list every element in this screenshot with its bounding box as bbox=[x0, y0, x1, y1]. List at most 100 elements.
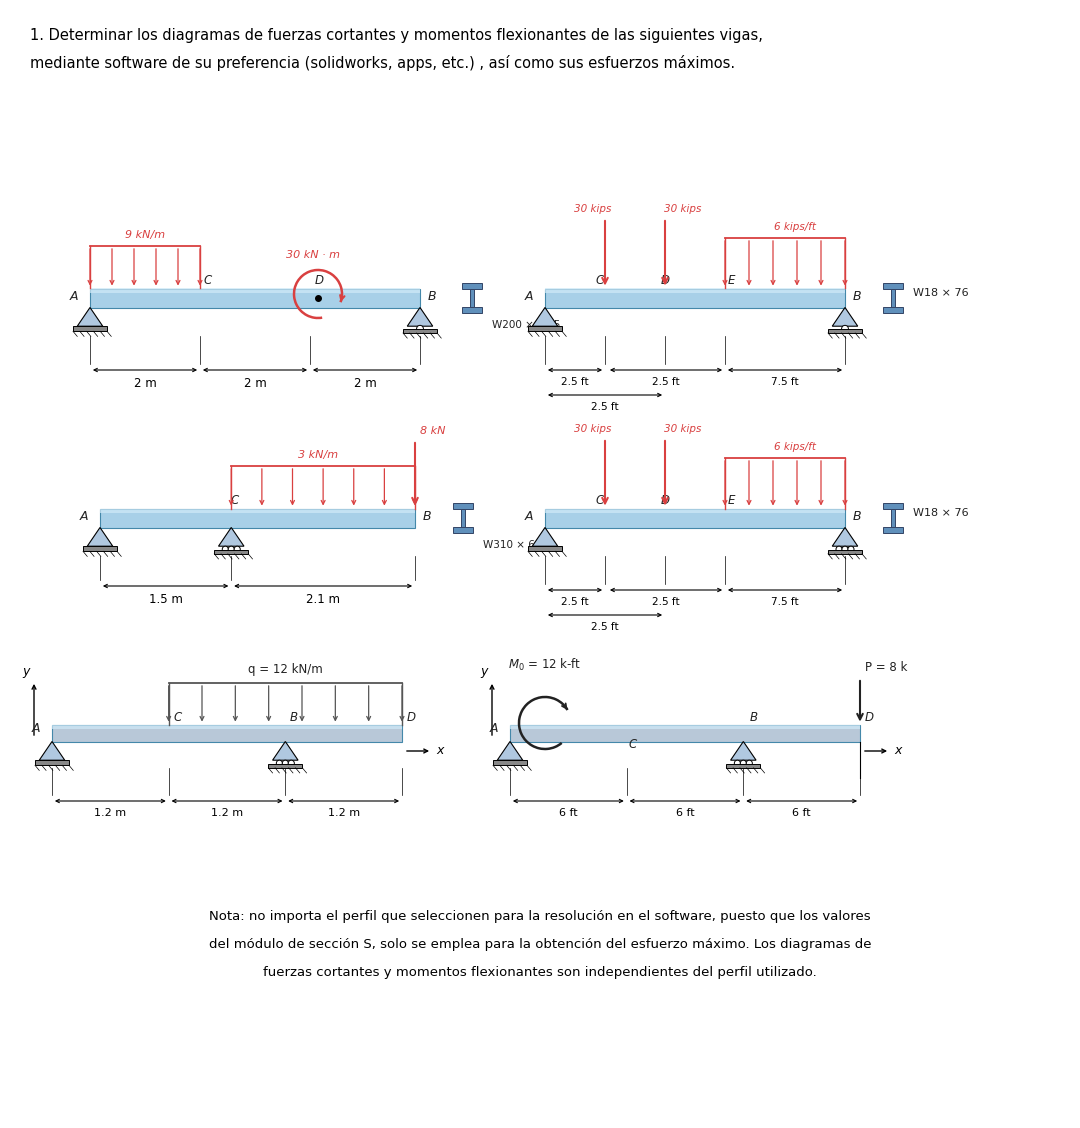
Text: 2.5 ft: 2.5 ft bbox=[652, 377, 679, 387]
Polygon shape bbox=[78, 308, 103, 326]
Text: 7.5 ft: 7.5 ft bbox=[771, 377, 799, 387]
Polygon shape bbox=[407, 308, 433, 326]
Polygon shape bbox=[833, 308, 858, 326]
Polygon shape bbox=[532, 528, 557, 546]
Text: 30 kips: 30 kips bbox=[575, 204, 611, 214]
Polygon shape bbox=[272, 741, 298, 760]
FancyBboxPatch shape bbox=[462, 307, 482, 312]
Text: A: A bbox=[489, 723, 498, 735]
Circle shape bbox=[740, 760, 746, 766]
Circle shape bbox=[222, 546, 228, 553]
Text: $M_0$ = 12 k-ft: $M_0$ = 12 k-ft bbox=[509, 656, 582, 673]
Text: B: B bbox=[289, 711, 297, 724]
Text: E: E bbox=[728, 274, 735, 287]
FancyBboxPatch shape bbox=[883, 283, 903, 289]
FancyBboxPatch shape bbox=[100, 509, 415, 513]
FancyBboxPatch shape bbox=[403, 329, 437, 333]
Text: 2.5 ft: 2.5 ft bbox=[652, 597, 679, 607]
FancyBboxPatch shape bbox=[52, 724, 402, 741]
Text: 2 m: 2 m bbox=[244, 377, 267, 390]
Text: W200 × 22.5: W200 × 22.5 bbox=[492, 320, 561, 331]
Text: A: A bbox=[80, 510, 87, 522]
FancyBboxPatch shape bbox=[73, 326, 107, 332]
Text: y: y bbox=[481, 666, 488, 678]
FancyBboxPatch shape bbox=[528, 546, 562, 552]
FancyBboxPatch shape bbox=[528, 326, 562, 332]
FancyBboxPatch shape bbox=[268, 764, 302, 768]
Text: E: E bbox=[728, 494, 735, 506]
Text: 30 kips: 30 kips bbox=[664, 204, 702, 214]
Polygon shape bbox=[39, 741, 65, 760]
FancyBboxPatch shape bbox=[492, 760, 527, 765]
Text: 1.5 m: 1.5 m bbox=[149, 593, 183, 606]
Circle shape bbox=[417, 325, 423, 332]
Text: 6 kips/ft: 6 kips/ft bbox=[774, 442, 816, 452]
Text: 6 ft: 6 ft bbox=[676, 808, 694, 818]
FancyBboxPatch shape bbox=[545, 509, 845, 528]
FancyBboxPatch shape bbox=[461, 509, 465, 527]
Text: 8 kN: 8 kN bbox=[420, 426, 446, 437]
Text: C: C bbox=[595, 494, 604, 506]
Circle shape bbox=[282, 760, 288, 766]
Text: 2 m: 2 m bbox=[134, 377, 157, 390]
Text: Nota: no importa el perfil que seleccionen para la resolución en el software, pu: Nota: no importa el perfil que seleccion… bbox=[210, 910, 870, 923]
FancyBboxPatch shape bbox=[453, 527, 473, 534]
FancyBboxPatch shape bbox=[462, 283, 482, 289]
FancyBboxPatch shape bbox=[52, 724, 402, 729]
FancyBboxPatch shape bbox=[883, 307, 903, 312]
Text: 2 m: 2 m bbox=[353, 377, 376, 390]
Text: 2.5 ft: 2.5 ft bbox=[562, 377, 589, 387]
FancyBboxPatch shape bbox=[828, 550, 862, 554]
FancyBboxPatch shape bbox=[545, 289, 845, 308]
Circle shape bbox=[234, 546, 240, 553]
Text: B: B bbox=[853, 510, 862, 522]
Text: 6 kips/ft: 6 kips/ft bbox=[774, 222, 816, 232]
Circle shape bbox=[228, 546, 234, 553]
Text: 2.1 m: 2.1 m bbox=[306, 593, 340, 606]
Text: P = 8 k: P = 8 k bbox=[865, 661, 907, 675]
Text: D: D bbox=[661, 494, 670, 506]
Text: 6 ft: 6 ft bbox=[793, 808, 811, 818]
Text: 1.2 m: 1.2 m bbox=[327, 808, 360, 818]
Circle shape bbox=[841, 325, 849, 332]
Text: fuerzas cortantes y momentos flexionantes son independientes del perfil utilizad: fuerzas cortantes y momentos flexionante… bbox=[264, 966, 816, 979]
Text: 1.2 m: 1.2 m bbox=[94, 808, 126, 818]
Text: x: x bbox=[894, 744, 902, 758]
Text: 1.2 m: 1.2 m bbox=[211, 808, 243, 818]
Text: del módulo de sección S, solo se emplea para la obtención del esfuerzo máximo. L: del módulo de sección S, solo se emplea … bbox=[208, 938, 872, 951]
Text: C: C bbox=[174, 711, 181, 724]
Text: 2.5 ft: 2.5 ft bbox=[591, 402, 619, 412]
Circle shape bbox=[746, 760, 753, 766]
Polygon shape bbox=[730, 741, 756, 760]
Text: W18 × 76: W18 × 76 bbox=[913, 508, 969, 518]
Text: D: D bbox=[407, 711, 416, 724]
Text: A: A bbox=[31, 723, 40, 735]
Text: B: B bbox=[423, 510, 432, 522]
Polygon shape bbox=[218, 528, 244, 546]
Text: D: D bbox=[315, 274, 324, 287]
Polygon shape bbox=[497, 741, 523, 760]
FancyBboxPatch shape bbox=[35, 760, 69, 765]
Text: 6 ft: 6 ft bbox=[559, 808, 578, 818]
FancyBboxPatch shape bbox=[883, 503, 903, 509]
FancyBboxPatch shape bbox=[891, 289, 895, 307]
Circle shape bbox=[276, 760, 283, 766]
FancyBboxPatch shape bbox=[510, 724, 860, 741]
Text: 2.5 ft: 2.5 ft bbox=[562, 597, 589, 607]
Text: C: C bbox=[204, 274, 213, 287]
Circle shape bbox=[288, 760, 295, 766]
Text: D: D bbox=[661, 274, 670, 287]
Text: x: x bbox=[436, 744, 444, 758]
Text: C: C bbox=[595, 274, 604, 287]
Circle shape bbox=[836, 546, 842, 553]
Text: C: C bbox=[629, 738, 637, 751]
Text: 30 kN · m: 30 kN · m bbox=[286, 250, 340, 259]
Text: 2.5 ft: 2.5 ft bbox=[591, 622, 619, 632]
Text: 3 kN/m: 3 kN/m bbox=[298, 450, 338, 460]
Polygon shape bbox=[87, 528, 112, 546]
Text: A: A bbox=[69, 290, 78, 302]
FancyBboxPatch shape bbox=[83, 546, 117, 552]
Text: B: B bbox=[853, 290, 862, 302]
FancyBboxPatch shape bbox=[100, 509, 415, 528]
Text: 9 kN/m: 9 kN/m bbox=[125, 230, 165, 240]
